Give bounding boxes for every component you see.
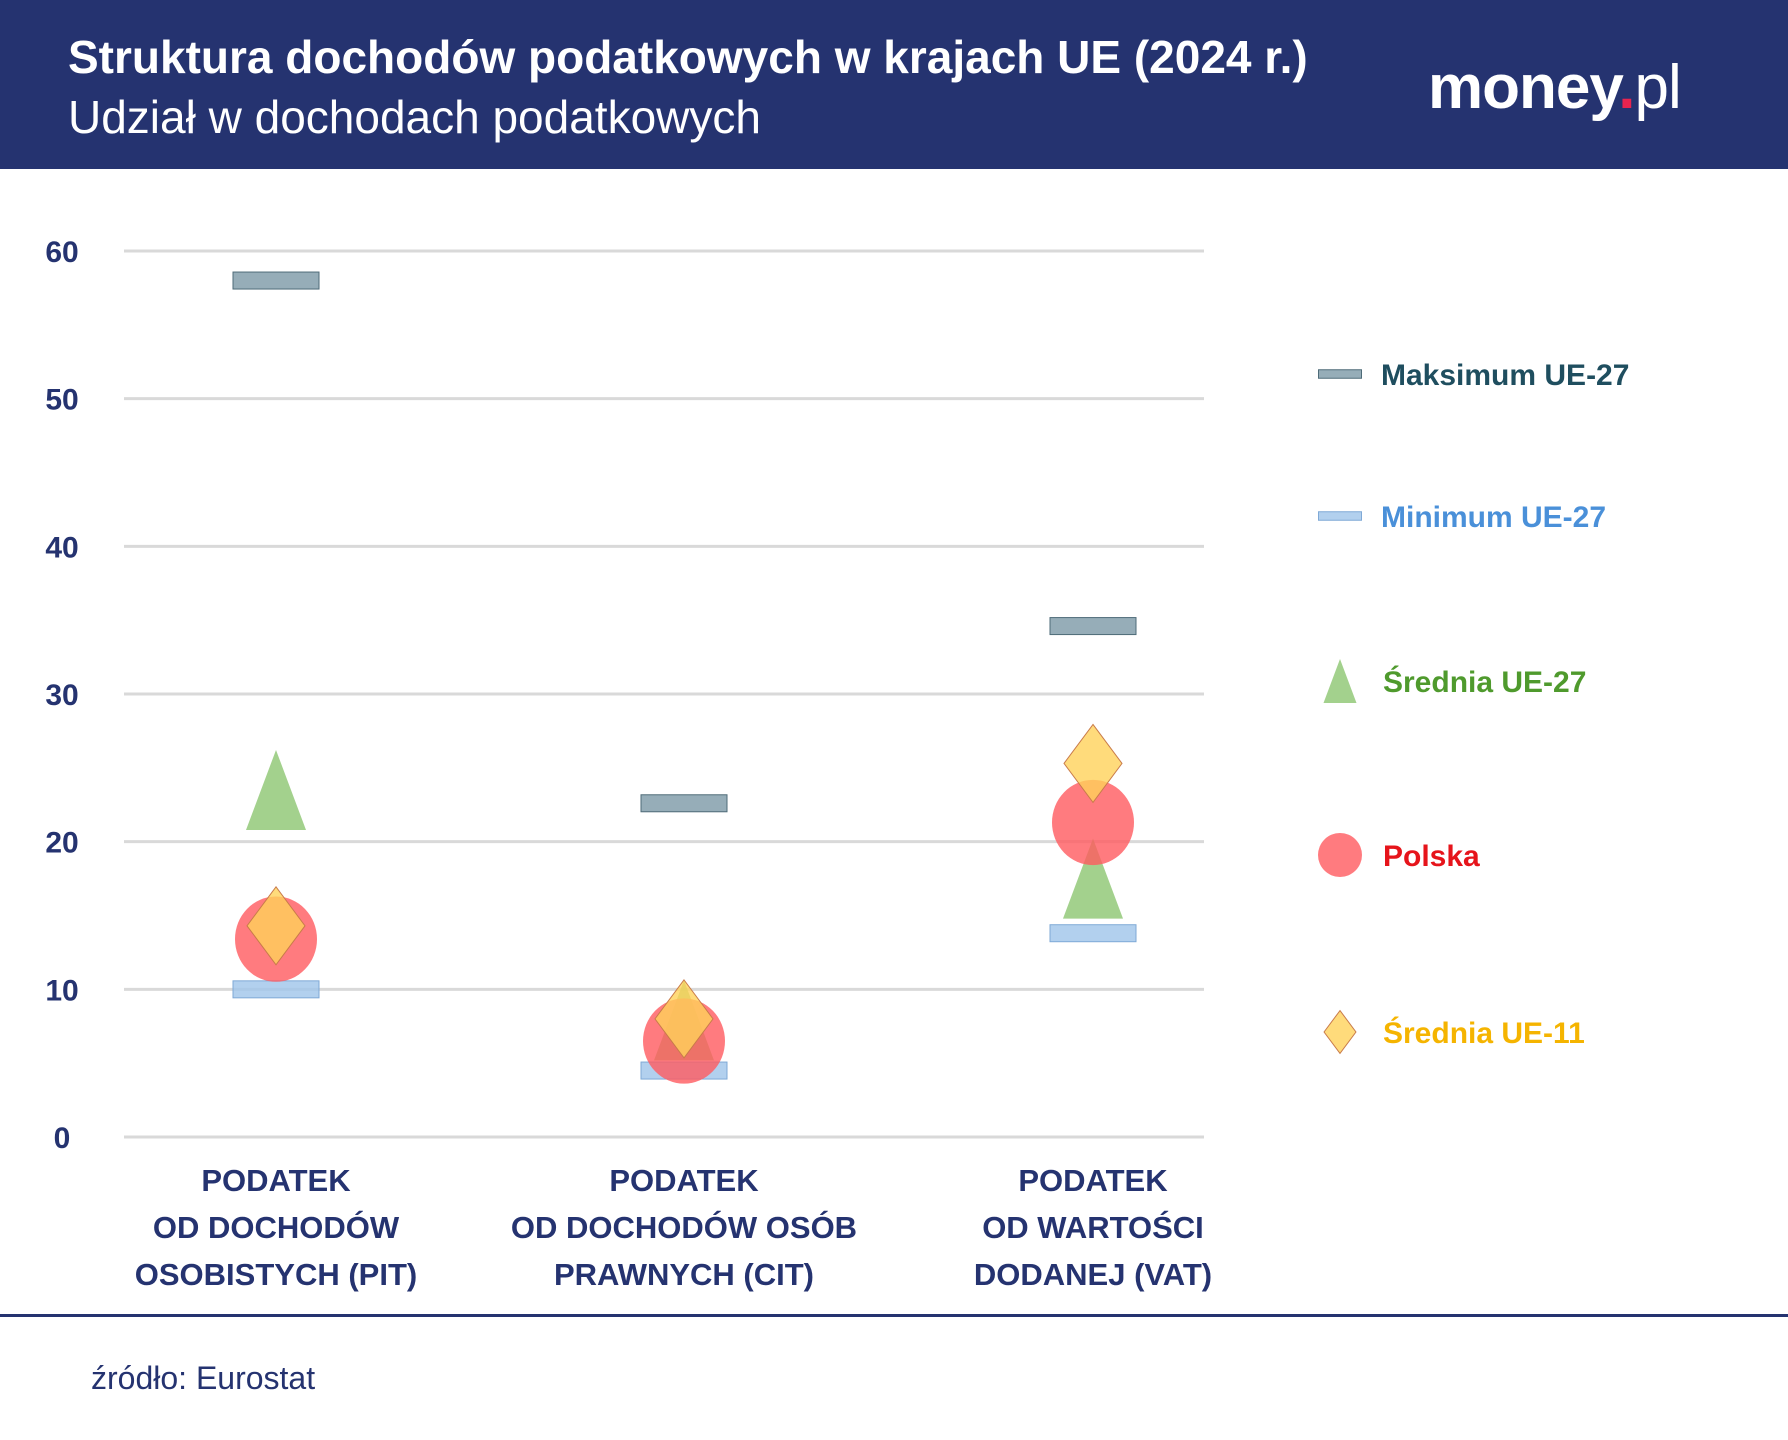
x-category-label: OD DOCHODÓW OSÓB [511,1209,857,1245]
x-category-label: DODANEJ (VAT) [974,1257,1212,1292]
y-tick-label: 50 [45,384,78,417]
data-point-circle [1052,779,1134,866]
y-tick-label: 30 [45,679,78,712]
x-category-label: PODATEK [609,1163,759,1198]
money-pl-logo: money.pl [1428,53,1682,122]
data-point-diamond [1063,723,1123,804]
data-point-dash [1049,617,1137,636]
data-point-triangle [1063,838,1123,919]
legend-marker-dash [1318,511,1362,521]
x-category-label: OD DOCHODÓW [153,1209,400,1245]
data-point-triangle [246,749,306,830]
source-note: źródło: Eurostat [91,1360,316,1396]
y-tick-label: 60 [45,236,78,269]
x-category-label: PODATEK [201,1163,351,1198]
x-category-label: PRAWNYCH (CIT) [554,1257,814,1292]
x-category-label: OSOBISTYCH (PIT) [135,1257,417,1292]
y-tick-label: 40 [45,531,78,564]
data-point-dash [232,271,320,290]
legend-label: Średnia UE-11 [1383,1016,1585,1050]
chart-title: Struktura dochodów podatkowych w krajach… [68,31,1308,83]
chart-subtitle: Udział w dochodach podatkowych [68,91,761,143]
legend-label: Polska [1383,840,1480,873]
data-point-dash [1049,924,1137,943]
data-point-dash [640,794,728,813]
data-point-dash [232,980,320,999]
legend-marker-dash [1318,369,1362,379]
legend-marker-diamond [1323,1009,1357,1055]
footer-divider [0,1314,1788,1317]
data-point-diamond [246,885,306,966]
legend-label: Maksimum UE-27 [1381,359,1629,392]
legend-label: Średnia UE-27 [1383,665,1586,699]
legend-label: Minimum UE-27 [1381,501,1606,534]
legend-marker-triangle [1323,659,1357,703]
chart: 0 10 20 30 40 50 60 PODATEK OD DOCHODÓW OSOBISTYC… [45,236,1629,1292]
y-tick-label: 0 [54,1122,71,1155]
x-category-label: OD WARTOŚCI [982,1209,1204,1245]
data-point-diamond [654,979,714,1059]
y-tick-label: 20 [45,827,78,860]
x-category-label: PODATEK [1018,1163,1168,1198]
y-tick-label: 10 [45,974,78,1007]
header: Struktura dochodów podatkowych w krajach… [0,0,1788,169]
legend-marker-circle [1318,833,1362,877]
